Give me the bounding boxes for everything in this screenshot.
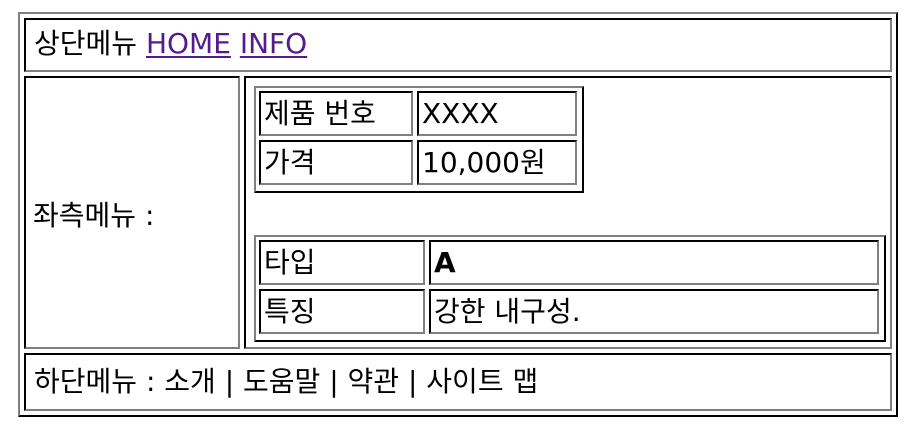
product-number-key: 제품 번호	[264, 97, 376, 130]
top-menu-cell: 상단메뉴 HOME INFO	[24, 18, 892, 72]
top-menu-text: 상단메뉴 HOME INFO	[34, 30, 307, 58]
price-value: 10,000원	[422, 146, 546, 179]
feature-value: 강한 내구성.	[434, 295, 581, 328]
product-number-key-cell: 제품 번호	[259, 91, 413, 136]
layout-table	[18, 12, 898, 417]
bottom-menu-cell: 하단메뉴 : 소개 | 도움말 | 약관 | 사이트 맵	[24, 353, 892, 411]
product-number-value-cell: XXXX	[417, 91, 577, 136]
feature-key-cell: 특징	[259, 289, 425, 334]
spec-table	[254, 235, 886, 342]
price-value-cell: 10,000원	[417, 140, 577, 185]
feature-value-cell: 강한 내구성.	[429, 289, 879, 334]
content-cell: 제품 번호 XXXX 가격 10,000원 타입 A 특징 강한 내구성.	[244, 76, 892, 349]
type-key: 타입	[264, 246, 316, 279]
type-value-cell: A	[429, 240, 879, 285]
bottom-menu-text: 하단메뉴 : 소개 | 도움말 | 약관 | 사이트 맵	[34, 365, 539, 398]
left-menu-cell: 좌측메뉴 :	[24, 76, 240, 349]
type-value: A	[434, 246, 456, 279]
top-menu-label: 상단메뉴	[34, 27, 138, 60]
left-menu-label: 좌측메뉴 :	[33, 199, 155, 232]
price-key-cell: 가격	[259, 140, 413, 185]
product-number-value: XXXX	[422, 97, 499, 130]
info-link[interactable]: INFO	[239, 27, 308, 60]
price-key: 가격	[264, 146, 316, 179]
feature-key: 특징	[264, 295, 316, 328]
product-table	[254, 86, 584, 193]
type-key-cell: 타입	[259, 240, 425, 285]
home-link[interactable]: HOME	[145, 27, 231, 60]
